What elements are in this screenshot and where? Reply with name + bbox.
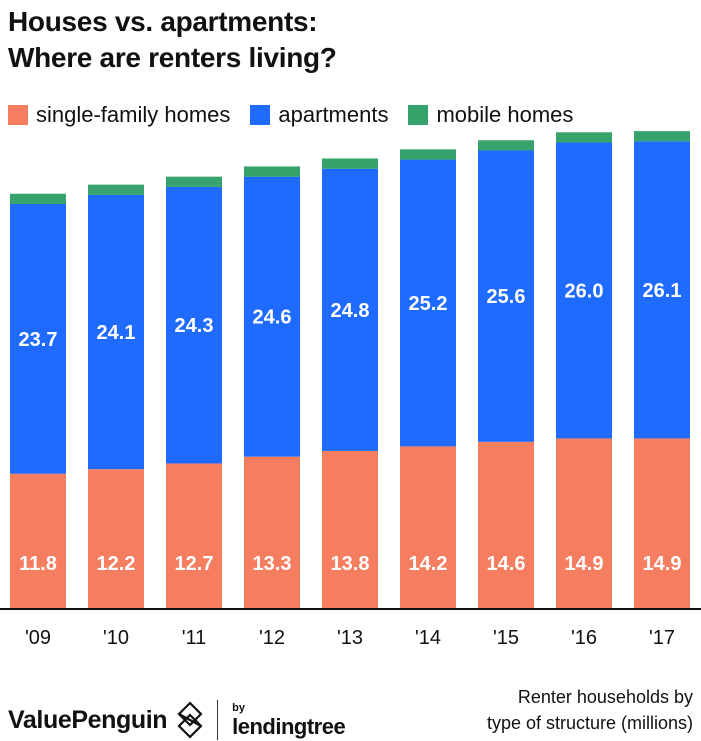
bar-apartments-5 — [400, 159, 456, 447]
x-tick-label-1: '10 — [103, 627, 129, 649]
legend-item-single-family: single-family homes — [8, 102, 230, 128]
value-label-single-family-homes-0: 11.8 — [19, 553, 57, 575]
valuepenguin-logo-icon — [177, 701, 203, 739]
legend-item-apartments: apartments — [250, 102, 388, 128]
title-line-1: Houses vs. apartments: — [8, 6, 318, 37]
chart-note-line-2: type of structure (millions) — [486, 713, 693, 733]
legend-label-apartments: apartments — [278, 102, 389, 127]
chart-note-line-1: Renter households by — [517, 687, 693, 707]
x-tick-label-7: '16 — [571, 627, 597, 649]
value-label-apartments-0: 23.7 — [19, 329, 58, 351]
stacked-bar-chart: 11.8 23.7 '09 12.2 24.1 '10 12.7 24.3 '11 13.3 24.… — [0, 131, 701, 649]
legend-swatch-mobile-homes — [408, 105, 429, 125]
value-label-apartments-2: 24.3 — [175, 315, 214, 337]
lendingtree-by-text: by — [232, 701, 245, 714]
value-label-single-family-homes-2: 12.7 — [175, 553, 214, 575]
bar-mobile-homes-6 — [478, 140, 534, 151]
legend-label-mobile-homes: mobile homes — [436, 102, 574, 127]
bar-apartments-6 — [478, 150, 534, 442]
legend-item-mobile-homes: mobile homes — [408, 102, 573, 128]
bar-single-family-homes-2 — [166, 463, 222, 608]
value-label-apartments-3: 24.6 — [253, 307, 292, 329]
value-label-apartments-6: 25.6 — [487, 286, 526, 308]
bar-single-family-homes-3 — [244, 456, 300, 608]
x-tick-label-2: '11 — [182, 627, 207, 649]
bar-apartments-4 — [322, 168, 378, 451]
bar-single-family-homes-1 — [88, 469, 144, 608]
x-tick-label-6: '15 — [493, 627, 519, 649]
value-label-apartments-7: 26.0 — [565, 280, 604, 302]
legend: single-family homes apartments mobile ho… — [8, 100, 593, 130]
value-label-single-family-homes-5: 14.2 — [409, 553, 448, 575]
value-label-apartments-1: 24.1 — [97, 322, 136, 344]
value-label-single-family-homes-6: 14.6 — [487, 553, 526, 575]
bar-mobile-homes-4 — [322, 158, 378, 169]
bar-single-family-homes-0 — [10, 473, 66, 608]
x-tick-label-0: '09 — [25, 627, 51, 649]
legend-swatch-apartments — [250, 105, 271, 125]
bar-mobile-homes-7 — [556, 132, 612, 143]
x-tick-label-5: '14 — [415, 627, 441, 649]
value-label-apartments-4: 24.8 — [331, 300, 370, 322]
bar-apartments-8 — [634, 141, 690, 439]
legend-swatch-single-family — [8, 105, 28, 125]
chart-title: Houses vs. apartments: Where are renters… — [8, 4, 337, 76]
bar-apartments-7 — [556, 142, 612, 439]
title-line-2: Where are renters living? — [8, 42, 337, 73]
bar-mobile-homes-8 — [634, 131, 690, 142]
chart-note: Renter households by type of structure (… — [487, 684, 693, 736]
value-label-single-family-homes-4: 13.8 — [331, 553, 370, 575]
bar-apartments-1 — [88, 194, 144, 470]
value-label-single-family-homes-1: 12.2 — [97, 553, 136, 575]
bar-mobile-homes-2 — [166, 176, 222, 187]
bar-single-family-homes-5 — [400, 446, 456, 608]
bar-single-family-homes-4 — [322, 450, 378, 608]
x-tick-label-8: '17 — [649, 627, 675, 649]
value-label-single-family-homes-3: 13.3 — [253, 553, 292, 575]
bar-apartments-3 — [244, 176, 300, 457]
legend-label-single-family: single-family homes — [36, 102, 231, 127]
bar-mobile-homes-3 — [244, 166, 300, 177]
bar-mobile-homes-1 — [88, 184, 144, 195]
bar-single-family-homes-8 — [634, 438, 690, 608]
value-label-apartments-8: 26.1 — [643, 280, 682, 302]
value-label-apartments-5: 25.2 — [409, 293, 448, 315]
bar-mobile-homes-0 — [10, 193, 66, 204]
brand-footer: ValuePenguin by lendingtree — [8, 700, 346, 740]
bar-apartments-0 — [10, 203, 66, 474]
value-label-single-family-homes-8: 14.9 — [643, 553, 682, 575]
bar-apartments-2 — [166, 186, 222, 464]
x-tick-label-4: '13 — [337, 627, 363, 649]
x-tick-label-3: '12 — [259, 627, 285, 649]
lendingtree-logo: by lendingtree — [232, 701, 346, 739]
footer-divider — [217, 700, 219, 740]
lendingtree-logo-text: lendingtree — [232, 713, 346, 739]
value-label-single-family-homes-7: 14.9 — [565, 553, 604, 575]
bar-single-family-homes-6 — [478, 441, 534, 608]
valuepenguin-logo-text: ValuePenguin — [8, 705, 168, 734]
bar-mobile-homes-5 — [400, 149, 456, 160]
bar-single-family-homes-7 — [556, 438, 612, 608]
